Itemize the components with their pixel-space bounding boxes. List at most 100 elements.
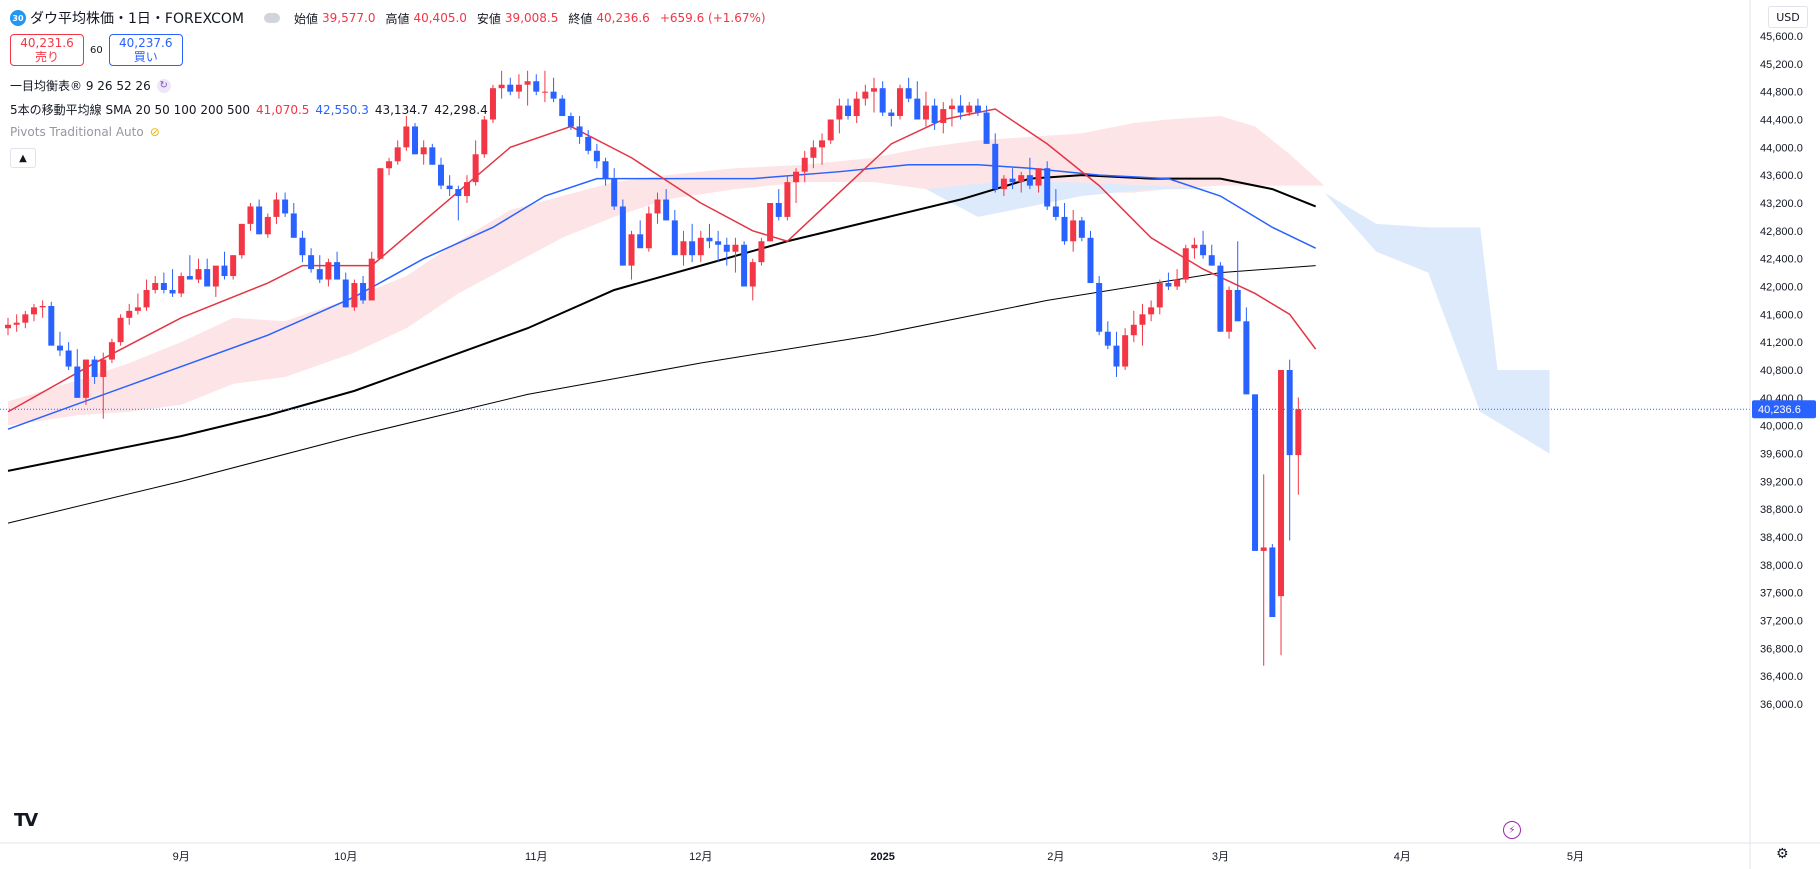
price-tick-label: 42,400.0 — [1760, 254, 1803, 266]
candle-body — [879, 88, 886, 113]
candle-body — [1165, 283, 1172, 287]
sell-button[interactable]: 40,231.6 売り — [10, 34, 84, 66]
change-value: +659.6 (+1.67%) — [659, 11, 766, 25]
buy-button[interactable]: 40,237.6 買い — [108, 34, 183, 66]
currency-selector[interactable]: USD — [1768, 6, 1808, 28]
current-price-tag: 40,236.6 — [1752, 400, 1816, 419]
low-label: 安値 — [476, 11, 501, 26]
sma100-value: 43,134.7 — [374, 102, 429, 117]
candle-body — [1174, 279, 1181, 287]
collapse-legend-button[interactable]: ▲ — [10, 148, 36, 168]
candle-body — [238, 223, 245, 256]
candle-body — [654, 199, 661, 214]
price-tick-label: 40,000.0 — [1760, 421, 1803, 433]
hidden-eye-icon[interactable]: ⊘ — [149, 125, 160, 139]
candle-body — [576, 126, 583, 137]
candle-body — [533, 81, 540, 92]
candle-body — [256, 206, 263, 235]
candle-body — [559, 98, 566, 117]
candle-body — [697, 237, 704, 256]
sma-label: 5本の移動平均線 SMA 20 50 100 200 500 — [10, 103, 250, 117]
trade-panel: 40,231.6 売り 60 40,237.6 買い — [10, 34, 183, 66]
candle-body — [680, 241, 687, 256]
candle-body — [602, 161, 609, 179]
candle-body — [282, 199, 289, 214]
candle-body — [472, 154, 479, 183]
candle-body — [706, 237, 713, 242]
candle-body — [862, 91, 869, 99]
sma200-value: 42,298.4 — [434, 102, 488, 117]
price-tick-label: 38,000.0 — [1760, 560, 1803, 572]
candle-body — [316, 269, 323, 280]
candle-body — [585, 136, 592, 151]
price-tick-label: 38,800.0 — [1760, 504, 1803, 516]
candle-body — [438, 164, 444, 186]
sma-legend[interactable]: 5本の移動平均線 SMA 20 50 100 200 500 41,070.5 … — [10, 101, 488, 118]
candle-body — [65, 350, 72, 367]
candle-body — [966, 105, 973, 113]
candle-body — [403, 126, 410, 148]
pivots-legend[interactable]: Pivots Traditional Auto ⊘ — [10, 125, 160, 139]
sell-price: 40,231.6 — [20, 36, 74, 50]
candle-body — [550, 91, 557, 99]
candle-body — [974, 105, 981, 113]
candle-body — [611, 178, 618, 207]
price-tick-label: 43,600.0 — [1760, 170, 1803, 182]
candle-body — [1070, 220, 1077, 242]
candle-body — [489, 88, 496, 120]
candle-body — [801, 157, 808, 172]
candle-body — [793, 171, 800, 183]
candle-body — [56, 345, 63, 351]
candle-body — [507, 84, 514, 92]
candle-body — [204, 269, 211, 287]
candle-body — [767, 203, 774, 242]
time-axis: 9月 10月 11月 12月 2025 2月 3月 4月 5月 — [173, 851, 1584, 863]
price-tick-label: 43,200.0 — [1760, 198, 1803, 210]
candle-body — [1018, 175, 1025, 183]
candle-body — [845, 105, 852, 117]
currency-label: USD — [1776, 10, 1800, 24]
candle-body — [1078, 220, 1085, 238]
bolt-icon[interactable]: ⚡ — [1503, 821, 1521, 839]
time-tick-label: 2月 — [1047, 851, 1064, 863]
candle-body — [91, 359, 98, 377]
candle-body — [914, 98, 921, 120]
candle-body — [334, 262, 341, 280]
candle-body — [1191, 244, 1198, 249]
candle-body — [1226, 289, 1233, 332]
candle-body — [1295, 409, 1302, 456]
symbol-title[interactable]: ダウ平均株価・1日・FOREXCOM — [30, 11, 244, 27]
eye-icon[interactable] — [264, 13, 280, 23]
candle-body — [134, 307, 141, 311]
candlesticks — [5, 70, 1302, 666]
price-tick-label: 42,800.0 — [1760, 226, 1803, 238]
candle-body — [715, 241, 722, 245]
price-tick-label: 42,000.0 — [1760, 282, 1803, 294]
candle-body — [273, 199, 280, 217]
candle-body — [1044, 168, 1051, 207]
candle-body — [628, 234, 635, 266]
candle-body — [117, 317, 124, 343]
candle-body — [1278, 370, 1285, 597]
refresh-icon[interactable]: ↻ — [156, 78, 171, 93]
candle-body — [429, 147, 436, 165]
price-tick-label: 45,200.0 — [1760, 59, 1803, 71]
candle-body — [1234, 289, 1241, 322]
candle-body — [498, 84, 505, 89]
high-value: 40,405.0 — [413, 11, 467, 25]
candle-body — [940, 109, 947, 123]
candle-body — [948, 105, 955, 110]
sma20-value: 41,070.5 — [255, 102, 310, 117]
candle-body — [888, 112, 895, 117]
tradingview-logo-icon[interactable]: TV — [14, 810, 38, 831]
candle-body — [22, 314, 29, 323]
spread-value: 60 — [90, 44, 103, 56]
candle-body — [160, 283, 167, 290]
price-tick-label: 40,800.0 — [1760, 365, 1803, 377]
ichimoku-legend[interactable]: 一目均衡表® 9 26 52 26 ↻ — [10, 77, 171, 94]
candle-body — [896, 88, 903, 117]
settings-icon[interactable]: ⚙ — [1776, 846, 1789, 862]
candle-body — [13, 322, 20, 325]
kumo-bearish — [925, 182, 1550, 454]
